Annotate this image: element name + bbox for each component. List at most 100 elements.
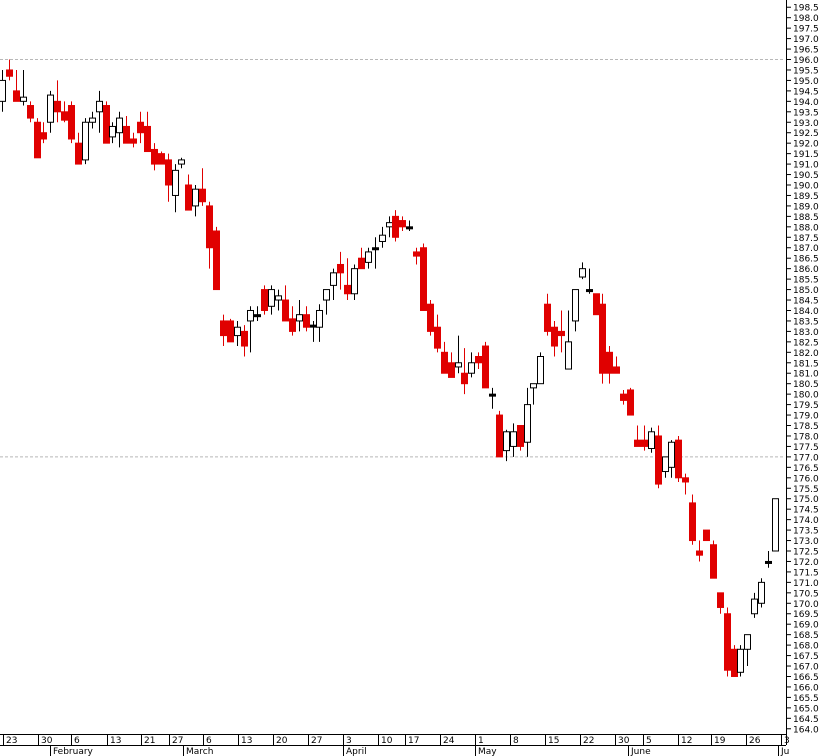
candle xyxy=(172,164,179,213)
candle xyxy=(406,220,413,232)
candle xyxy=(158,151,165,165)
candle xyxy=(517,425,524,451)
y-tick-label: 172.5 xyxy=(793,548,819,558)
candle xyxy=(68,101,75,144)
y-tick-label: 184.0 xyxy=(793,307,819,317)
candle-body xyxy=(241,330,248,347)
candle xyxy=(275,289,282,311)
candle xyxy=(455,335,462,374)
candle-body xyxy=(386,222,393,228)
candle-body xyxy=(648,431,655,450)
candle-body xyxy=(703,529,710,542)
candle-body xyxy=(537,355,544,385)
reference-lines xyxy=(0,59,785,458)
candle-body xyxy=(392,215,399,238)
candle-body xyxy=(765,560,772,564)
candle-body xyxy=(434,326,441,349)
candle-body xyxy=(0,79,6,102)
y-tick-label: 194.5 xyxy=(793,87,819,97)
y-tick-label: 171.5 xyxy=(793,568,819,578)
x-tick-label: 30 xyxy=(41,736,53,746)
candle xyxy=(310,320,317,342)
candle-body xyxy=(599,303,606,374)
candle xyxy=(758,578,765,608)
y-tick-label: 192.0 xyxy=(793,140,819,150)
x-tick-label: 15 xyxy=(548,736,559,746)
candle xyxy=(662,456,669,478)
candle-body xyxy=(675,439,682,479)
candle-body xyxy=(54,100,61,113)
candle xyxy=(34,118,41,159)
candle-body xyxy=(6,69,13,77)
candle xyxy=(461,348,468,395)
candle xyxy=(75,132,82,165)
candle xyxy=(358,247,365,270)
candle-body xyxy=(316,309,323,328)
candle-body xyxy=(572,289,579,322)
candle xyxy=(620,389,627,405)
y-tick-label: 174.5 xyxy=(793,506,819,516)
candle-body xyxy=(89,117,96,123)
candle-body xyxy=(468,362,475,374)
month-label: February xyxy=(53,747,94,756)
candle xyxy=(586,268,593,294)
candle xyxy=(323,289,330,315)
candle xyxy=(241,325,248,357)
candle-body xyxy=(455,362,462,368)
candle xyxy=(365,247,372,269)
candle-body xyxy=(655,435,662,485)
candle xyxy=(613,356,620,374)
candle-body xyxy=(758,581,765,604)
candle xyxy=(551,320,558,357)
y-tick-label: 166.0 xyxy=(793,683,819,693)
candle xyxy=(524,387,531,457)
y-tick-label: 197.0 xyxy=(793,35,819,45)
candle-body xyxy=(151,148,158,165)
y-tick-label: 198.5 xyxy=(793,4,819,14)
candle xyxy=(489,387,496,409)
candle-body xyxy=(323,289,330,301)
y-tick-label: 197.5 xyxy=(793,25,819,35)
candle xyxy=(634,425,641,447)
candle xyxy=(427,300,434,336)
candle xyxy=(261,285,268,315)
candle-body xyxy=(627,389,634,416)
candle xyxy=(386,216,393,238)
x-tick-label: 20 xyxy=(276,736,288,746)
candle-body xyxy=(178,159,185,165)
candle xyxy=(434,314,441,353)
candle-body xyxy=(330,272,337,286)
candle-body xyxy=(20,96,27,102)
y-tick-label: 196.0 xyxy=(793,56,819,66)
x-tick-label: 23 xyxy=(6,736,17,746)
candle xyxy=(316,304,323,342)
candle-body xyxy=(399,220,406,228)
candle xyxy=(123,115,130,144)
candle xyxy=(165,153,172,202)
y-tick-label: 182.5 xyxy=(793,338,819,348)
candle xyxy=(696,540,703,562)
candle xyxy=(537,352,544,385)
candle xyxy=(544,293,551,336)
candle xyxy=(199,168,206,206)
month-label: June xyxy=(630,747,651,756)
candle-body xyxy=(158,153,165,165)
y-tick-label: 184.5 xyxy=(793,297,819,307)
month-label: March xyxy=(186,747,213,756)
candle-body xyxy=(530,383,537,389)
candle-body xyxy=(227,320,234,343)
candle-body xyxy=(489,393,496,397)
y-tick-label: 188.5 xyxy=(793,213,819,223)
candle-body xyxy=(282,299,289,322)
y-tick-label: 185.5 xyxy=(793,276,819,286)
y-axis: 164.0164.5165.0165.5166.0166.5167.0167.5… xyxy=(786,0,819,745)
candle-body xyxy=(482,345,489,389)
candle xyxy=(593,293,600,316)
y-tick-label: 186.5 xyxy=(793,255,819,265)
candle xyxy=(655,425,662,489)
y-tick-label: 173.5 xyxy=(793,527,819,537)
candle-body xyxy=(503,431,510,452)
candle-body xyxy=(613,366,620,374)
candle-body xyxy=(27,105,34,119)
